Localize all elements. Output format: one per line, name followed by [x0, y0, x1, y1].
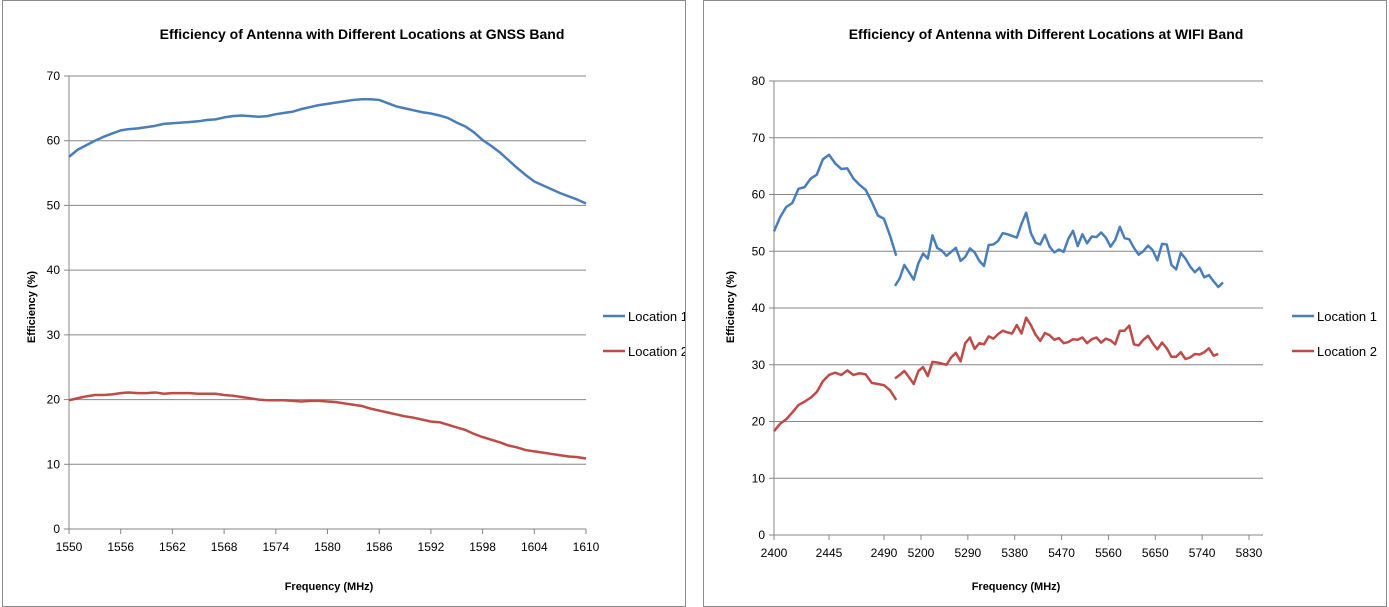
- x-tick-label: 5740: [1189, 546, 1216, 560]
- y-tick-label: 60: [47, 134, 61, 148]
- x-axis-label: Frequency (MHz): [285, 581, 374, 593]
- y-axis-label: Efficiency (%): [725, 271, 737, 343]
- gridlines: [69, 75, 586, 465]
- y-axis-label: Efficiency (%): [26, 271, 38, 343]
- y-tick-label: 30: [47, 328, 61, 342]
- series-lines: [772, 153, 1224, 432]
- x-tick-label: 2490: [871, 546, 898, 560]
- y-tick-label: 40: [752, 301, 766, 315]
- x-tick-label: 1598: [469, 540, 496, 554]
- legend: Location 1 Location 2: [603, 309, 685, 359]
- x-tick-label: 5560: [1095, 546, 1122, 560]
- x-tick-label: 5380: [1001, 546, 1028, 560]
- x-tick-label: 2445: [816, 546, 843, 560]
- y-tick-label: 30: [752, 358, 766, 372]
- series-line-2: [68, 391, 587, 460]
- y-tick-label: 20: [47, 393, 61, 407]
- legend-label-2: Location 2: [1317, 344, 1377, 359]
- x-tick-label: 2400: [761, 546, 788, 560]
- x-axis-label: Frequency (MHz): [972, 581, 1061, 593]
- x-tick-label: 1574: [262, 540, 289, 554]
- x-tick-label: 5470: [1048, 546, 1075, 560]
- y-tick-label: 50: [752, 244, 766, 258]
- x-tick-label: 5830: [1236, 546, 1263, 560]
- x-tick-label: 5650: [1142, 546, 1169, 560]
- gnss-chart-panel: Efficiency of Antenna with Different Loc…: [2, 0, 686, 607]
- axes: 0 10 20 30 40 50 60 70 1550 1556 1562 1568 1574 1580 1…: [47, 69, 600, 554]
- series-line-2: [894, 316, 1219, 386]
- gnss-efficiency-chart: Efficiency of Antenna with Different Loc…: [26, 26, 685, 593]
- series-line-2: [773, 369, 898, 432]
- y-tick-label: 10: [752, 471, 766, 485]
- x-tick-label: 1556: [107, 540, 134, 554]
- y-tick-label: 10: [47, 457, 61, 471]
- chart-title: Efficiency of Antenna with Different Loc…: [849, 26, 1244, 42]
- x-tick-label: 1592: [418, 540, 445, 554]
- y-tick-label: 0: [758, 528, 765, 542]
- x-tick-label: 1562: [159, 540, 186, 554]
- x-tick-label: 1586: [366, 540, 393, 554]
- wifi-efficiency-chart: Efficiency of Antenna with Different Loc…: [725, 26, 1377, 593]
- series-line-1: [772, 153, 898, 257]
- y-tick-label: 80: [752, 74, 766, 88]
- x-tick-label: 1550: [56, 540, 83, 554]
- x-tick-label: 1568: [211, 540, 238, 554]
- chart-title: Efficiency of Antenna with Different Loc…: [160, 26, 565, 42]
- x-tick-label: 1580: [314, 540, 341, 554]
- y-tick-label: 0: [53, 522, 60, 536]
- y-tick-label: 70: [47, 69, 61, 83]
- x-tick-label: 1604: [521, 540, 548, 554]
- series-lines: [68, 98, 587, 460]
- y-tick-label: 20: [752, 415, 766, 429]
- legend-label-1: Location 1: [628, 309, 685, 324]
- series-line-1: [68, 98, 587, 205]
- y-tick-label: 60: [752, 188, 766, 202]
- gridlines: [774, 80, 1263, 479]
- x-tick-label: 5290: [955, 546, 982, 560]
- legend-label-2: Location 2: [628, 344, 685, 359]
- axes: 0 10 20 30 40 50 60 70 80 2400 2445 2490 5200 5290 538…: [752, 74, 1263, 560]
- y-tick-label: 40: [47, 263, 61, 277]
- legend: Location 1 Location 2: [1292, 309, 1377, 359]
- y-tick-label: 70: [752, 131, 766, 145]
- wifi-chart-panel: Efficiency of Antenna with Different Loc…: [703, 0, 1387, 607]
- legend-label-1: Location 1: [1317, 309, 1377, 324]
- x-tick-label: 5200: [908, 546, 935, 560]
- series-line-1: [893, 211, 1224, 289]
- x-tick-label: 1610: [573, 540, 600, 554]
- y-tick-label: 50: [47, 198, 61, 212]
